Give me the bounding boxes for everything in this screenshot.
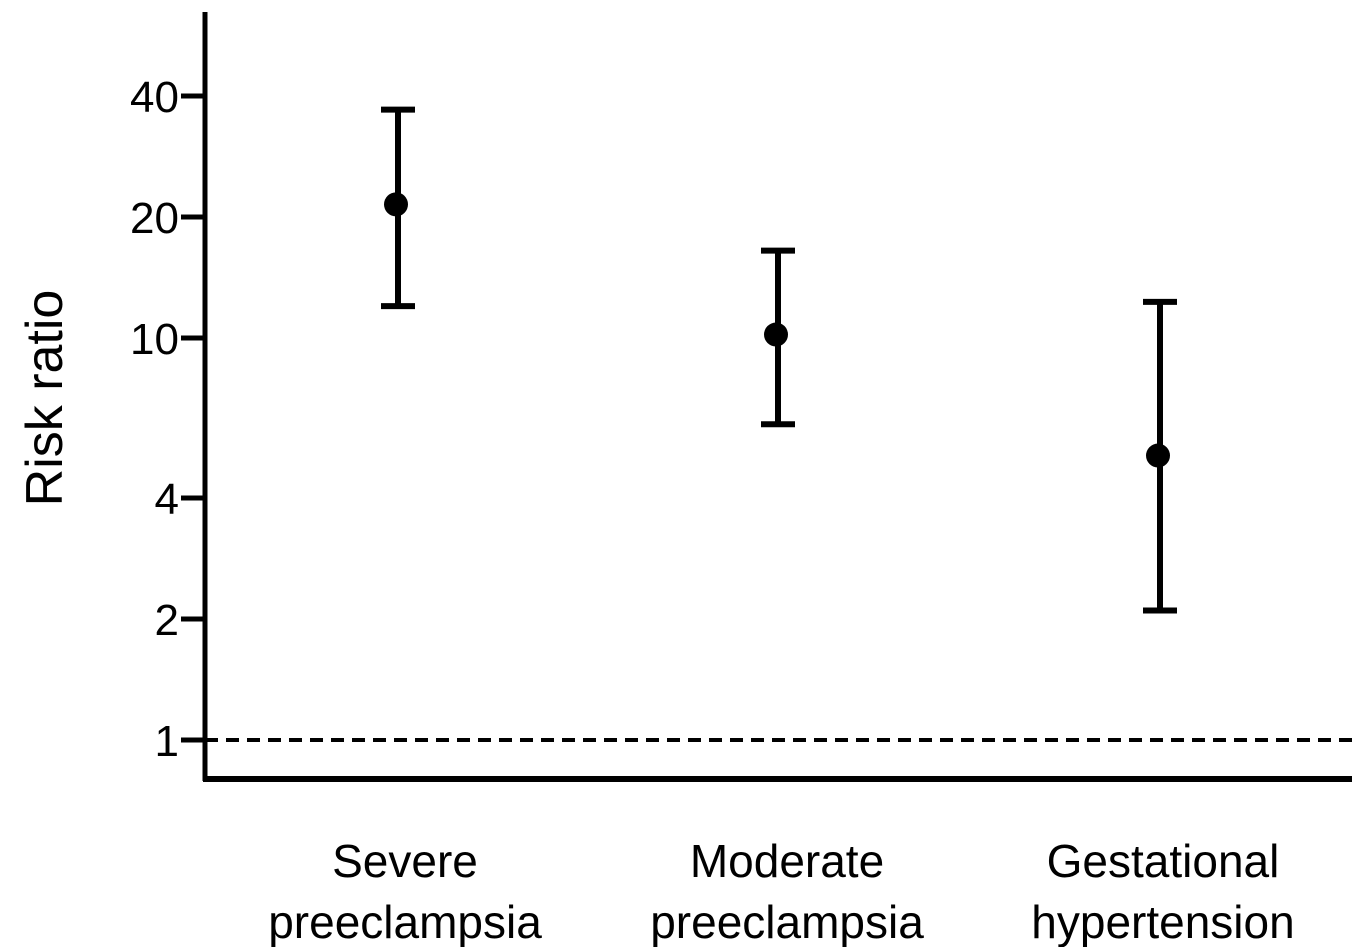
y-ticks: 1 2 4 10 20 40: [130, 73, 205, 766]
data-marks: [381, 106, 1177, 614]
y-axis-title: Risk ratio: [16, 290, 74, 507]
y-tick-label: 4: [155, 475, 179, 524]
category-label-line2: preeclampsia: [650, 896, 924, 947]
point-estimate: [1146, 443, 1170, 468]
y-tick-label: 40: [130, 73, 179, 122]
category-label-line1: Gestational: [1047, 835, 1280, 887]
y-tick-label: 10: [130, 315, 179, 364]
point-estimate: [764, 322, 788, 347]
data-point-group: [1143, 298, 1177, 614]
category-label-line1: Moderate: [690, 835, 884, 887]
category-label-line1: Severe: [332, 835, 478, 887]
data-point-group: [761, 247, 795, 428]
y-tick-label: 2: [155, 596, 179, 645]
axes: [202, 12, 1352, 782]
category-label-line2: preeclampsia: [268, 896, 542, 947]
y-tick-label: 1: [155, 717, 179, 766]
category-label-line2: hypertension: [1031, 896, 1294, 947]
y-tick-label: 20: [130, 194, 179, 243]
data-point-group: [381, 106, 415, 310]
point-estimate: [384, 192, 408, 217]
category-labels: Severe preeclampsia Moderate preeclampsia Ge…: [268, 835, 1294, 947]
